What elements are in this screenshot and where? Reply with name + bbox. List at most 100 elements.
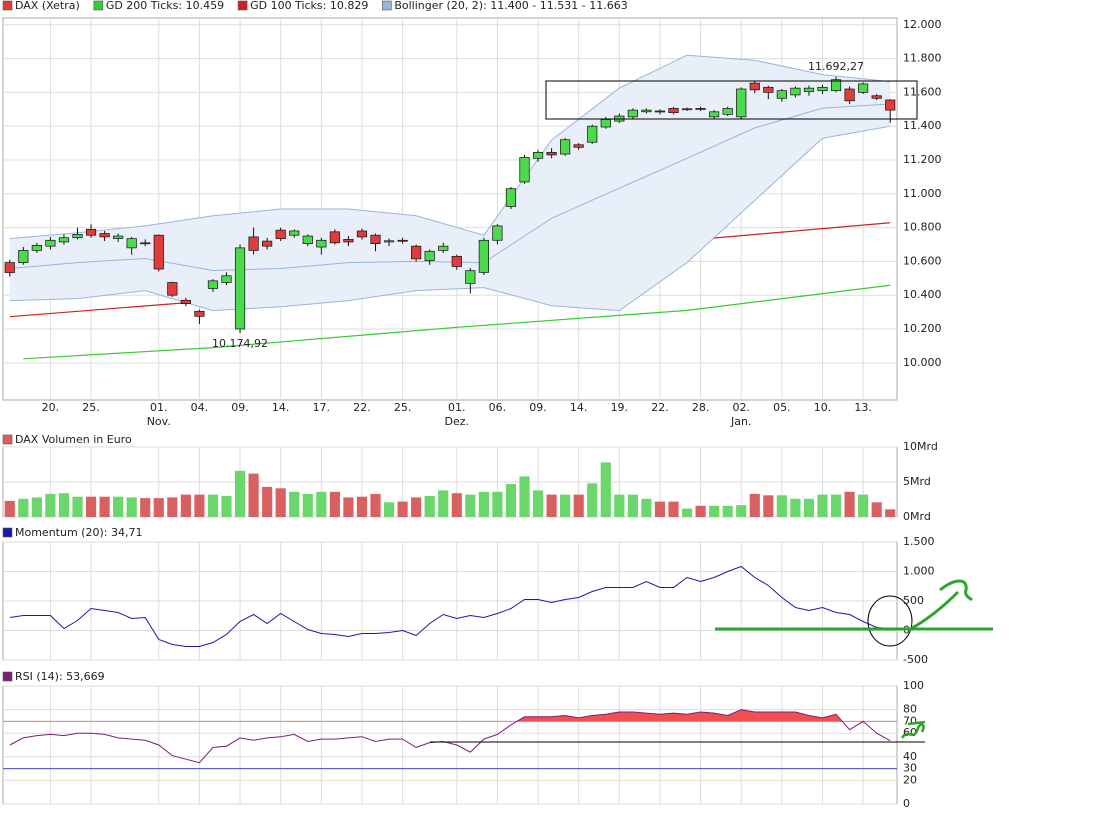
x-tick-label: 02. [732, 401, 750, 414]
volume-bar [885, 509, 896, 517]
x-month-label: Dez. [445, 415, 470, 428]
legend-label: DAX (Xetra) [15, 0, 80, 12]
volume-bar [790, 498, 801, 517]
candle-body [58, 237, 70, 243]
candle-body [140, 242, 151, 245]
candle-body [329, 231, 340, 244]
candle-body [546, 152, 557, 156]
candle-body [532, 152, 544, 159]
candle-body [817, 86, 828, 92]
x-tick-label: 10. [814, 401, 832, 414]
candle-body [478, 239, 489, 273]
bollinger-lower [9, 125, 891, 312]
candle-body [505, 188, 517, 207]
x-tick-label: 22. [651, 401, 669, 414]
legend-swatch [2, 527, 13, 538]
candle-body [316, 239, 327, 248]
volume-bar [505, 484, 517, 517]
drawn-box [545, 80, 918, 120]
volume-bar [681, 508, 693, 517]
volume-bar [492, 491, 503, 517]
legend-swatch [382, 0, 392, 11]
volume-bar [709, 505, 720, 517]
volume-bar [654, 501, 666, 517]
volume-bar [153, 498, 164, 517]
volume-bar [316, 491, 327, 517]
y-tick-label: 500 [903, 594, 924, 607]
volume-bar [627, 494, 638, 517]
volume-bar [600, 462, 611, 517]
volume-bar [58, 493, 70, 517]
y-tick-label: 10.400 [903, 288, 942, 301]
volume-bar [465, 494, 476, 517]
y-tick-label: 11.200 [903, 153, 942, 166]
candle-body [587, 125, 598, 143]
bollinger-upper [9, 54, 891, 240]
volume-bar [532, 490, 544, 517]
volume-bar [560, 494, 571, 517]
y-tick-label: 30 [903, 762, 917, 775]
volume-bar [113, 496, 124, 517]
volume-bar [343, 497, 354, 517]
y-tick-label: 1.500 [903, 535, 935, 548]
volume-bar [72, 496, 83, 517]
volume-bar [546, 494, 557, 517]
candle-body [194, 310, 205, 317]
candle-body [343, 239, 354, 243]
x-tick-label: 17. [313, 401, 331, 414]
candle-body [99, 233, 110, 238]
volume-bar [817, 494, 828, 517]
volume-bar [424, 496, 435, 517]
volume-bar [18, 498, 29, 517]
candle-body [763, 86, 774, 93]
volume-bar [763, 495, 774, 517]
plot-frame [2, 685, 898, 805]
candle-body [302, 235, 313, 245]
volume-bar [248, 473, 259, 517]
candle-body [4, 262, 15, 273]
indicator-line [9, 565, 891, 647]
volume-bar [871, 502, 882, 517]
volume-bar [207, 494, 219, 517]
candle-body [560, 139, 571, 155]
volume-bar [262, 486, 273, 517]
candle-body [654, 110, 666, 113]
volume-bar [478, 491, 489, 517]
volume-bar [383, 502, 395, 517]
legend-swatch [237, 0, 248, 11]
candle-body [776, 90, 787, 99]
drawn-green-squiggle [900, 720, 926, 739]
volume-bar [221, 496, 232, 517]
candle-body [45, 239, 56, 247]
volume-bar [329, 491, 340, 517]
legend-swatch [93, 0, 104, 11]
candle-body [262, 240, 273, 247]
y-tick-label: 11.400 [903, 119, 942, 132]
y-tick-label: 11.800 [903, 52, 942, 65]
x-tick-label: 06. [489, 401, 507, 414]
volume-bar [587, 483, 598, 517]
annotation: 11.692,27 [808, 60, 864, 73]
candle-body [600, 119, 611, 128]
volume-bar [180, 494, 191, 517]
volume-bar [370, 493, 381, 517]
candle-body [803, 87, 815, 92]
x-tick-label: 04. [191, 401, 209, 414]
candle-body [858, 83, 869, 93]
candle-body [72, 234, 83, 239]
volume-bar [438, 490, 449, 517]
candle-body [871, 95, 882, 99]
y-tick-label: 80 [903, 703, 917, 716]
y-tick-label: 0 [903, 797, 910, 810]
candle-body [207, 280, 219, 289]
volume-bar [31, 497, 42, 517]
y-tick-label: 1.000 [903, 565, 935, 578]
legend-label: GD 100 Ticks: 10.829 [250, 0, 368, 12]
legend-label: Bollinger (20, 2): 11.400 - 11.531 - 11.… [394, 0, 627, 12]
volume-bar [289, 491, 300, 517]
candle-body [411, 245, 422, 260]
candle-body [370, 234, 381, 245]
x-tick-label: 13. [854, 401, 872, 414]
candle-body [695, 108, 706, 110]
